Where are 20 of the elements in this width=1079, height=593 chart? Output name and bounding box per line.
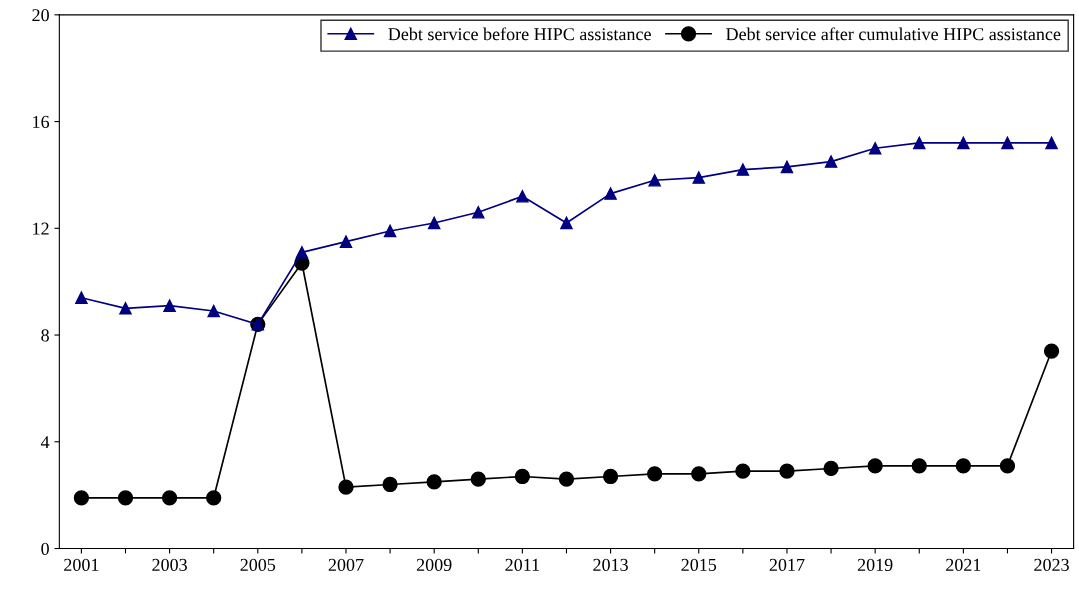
x-tick-label: 2003 — [152, 558, 187, 571]
x-tick-label: 2011 — [505, 558, 540, 571]
x-tick-label: 2015 — [681, 558, 717, 571]
y-tick-label: 16 — [33, 115, 50, 129]
x-tick-label: 2019 — [857, 558, 893, 571]
x-tick-label: 2013 — [593, 558, 628, 571]
x-tick-label: 2021 — [946, 558, 981, 571]
x-tick-label: 2009 — [416, 558, 452, 571]
legend-label: Debt service after cumulative HIPC assistance — [726, 27, 1061, 41]
y-tick-label: 20 — [32, 9, 49, 22]
x-tick-label: 2007 — [328, 558, 364, 571]
x-tick-label: 2005 — [240, 558, 276, 571]
y-tick-label: 4 — [40, 436, 50, 449]
x-tick-label: 2023 — [1034, 558, 1069, 571]
y-tick-label: 12 — [33, 222, 49, 235]
x-tick-label: 2001 — [64, 558, 99, 571]
y-tick-label: 8 — [41, 329, 49, 342]
x-tick-label: 2017 — [769, 558, 805, 571]
legend-label: Debt service before HIPC assistance — [388, 27, 651, 41]
y-tick-label: 0 — [41, 542, 49, 555]
